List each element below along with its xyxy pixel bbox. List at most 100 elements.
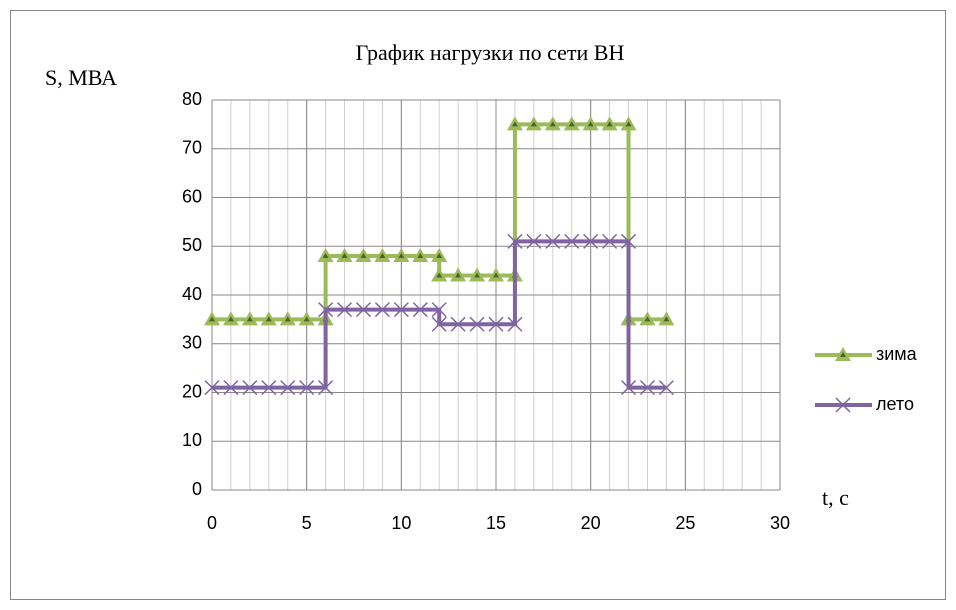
- y-tick-label: 10: [182, 430, 202, 450]
- marker: [279, 311, 296, 326]
- marker: [621, 380, 637, 396]
- marker-dot: [455, 272, 462, 278]
- marker-dot: [644, 316, 651, 322]
- marker: [639, 311, 656, 326]
- y-tick-label: 0: [192, 479, 202, 499]
- marker: [412, 248, 429, 262]
- x-tick-label: 5: [302, 513, 312, 533]
- marker: [336, 248, 353, 262]
- marker: [431, 248, 448, 262]
- marker: [450, 316, 466, 332]
- marker-dot: [625, 121, 632, 127]
- marker-dot: [341, 253, 348, 258]
- marker-dot: [587, 121, 594, 127]
- chart-title: График нагрузки по сети ВН: [356, 40, 625, 65]
- marker: [469, 267, 486, 282]
- marker: [223, 380, 239, 396]
- x-tick-label: 20: [581, 513, 601, 533]
- marker-dot: [246, 316, 253, 322]
- marker: [658, 380, 674, 396]
- marker: [507, 316, 523, 332]
- marker: [355, 302, 371, 318]
- x-tick-label: 25: [675, 513, 695, 533]
- marker-dot: [549, 121, 556, 127]
- marker: [583, 233, 599, 249]
- marker: [374, 302, 390, 318]
- marker-dot: [474, 272, 481, 278]
- marker: [318, 302, 334, 318]
- marker: [431, 316, 447, 332]
- legend-label: лето: [876, 394, 914, 414]
- marker: [318, 380, 334, 396]
- legend-label: зима: [876, 344, 918, 364]
- marker-dot: [227, 316, 234, 322]
- x-axis-label: t, с: [822, 485, 849, 510]
- y-tick-label: 20: [182, 381, 202, 401]
- y-tick-label: 70: [182, 138, 202, 158]
- marker-dot: [322, 253, 329, 258]
- marker: [260, 311, 277, 326]
- marker: [582, 116, 599, 131]
- marker-dot: [303, 316, 310, 322]
- marker: [412, 302, 428, 318]
- marker: [564, 233, 580, 249]
- x-tick-label: 10: [391, 513, 411, 533]
- marker: [241, 311, 258, 326]
- y-axis-label: S, МВА: [45, 65, 117, 90]
- marker: [545, 233, 561, 249]
- x-tick-label: 30: [770, 513, 790, 533]
- marker: [563, 116, 580, 131]
- marker: [469, 316, 485, 332]
- marker: [204, 380, 220, 396]
- y-tick-label: 40: [182, 284, 202, 304]
- marker: [488, 267, 504, 282]
- marker: [393, 302, 409, 318]
- marker: [374, 248, 391, 262]
- marker: [299, 380, 315, 396]
- marker: [393, 248, 410, 262]
- marker: [222, 311, 239, 326]
- marker: [525, 116, 542, 131]
- marker-dot: [606, 121, 613, 127]
- marker-dot: [360, 253, 367, 258]
- marker: [431, 302, 447, 318]
- marker-dot: [511, 121, 518, 127]
- marker: [242, 380, 258, 396]
- marker-dot: [663, 316, 670, 322]
- marker: [280, 380, 296, 396]
- marker: [602, 233, 618, 249]
- marker: [658, 311, 675, 326]
- marker-dot: [568, 121, 575, 127]
- marker: [835, 397, 851, 413]
- marker: [544, 116, 561, 131]
- marker: [450, 267, 467, 282]
- marker-dot: [493, 272, 499, 278]
- marker-dot: [436, 253, 443, 258]
- marker: [298, 311, 315, 326]
- y-tick-label: 80: [182, 89, 202, 109]
- x-tick-label: 15: [486, 513, 506, 533]
- marker: [601, 116, 618, 131]
- marker: [355, 248, 372, 262]
- chart-frame: [10, 10, 946, 600]
- marker: [620, 116, 637, 131]
- y-tick-label: 50: [182, 235, 202, 255]
- marker-dot: [530, 121, 537, 127]
- marker-dot: [417, 253, 424, 258]
- marker: [488, 316, 504, 332]
- marker-dot: [840, 352, 846, 357]
- marker: [621, 233, 637, 249]
- marker-dot: [265, 316, 272, 322]
- marker: [261, 380, 277, 396]
- marker: [506, 116, 523, 131]
- marker-dot: [379, 253, 386, 258]
- y-tick-label: 60: [182, 186, 202, 206]
- marker-dot: [209, 316, 215, 322]
- marker: [835, 347, 851, 361]
- marker: [507, 233, 523, 249]
- marker: [337, 302, 353, 318]
- marker-dot: [436, 272, 443, 278]
- marker-dot: [284, 316, 291, 322]
